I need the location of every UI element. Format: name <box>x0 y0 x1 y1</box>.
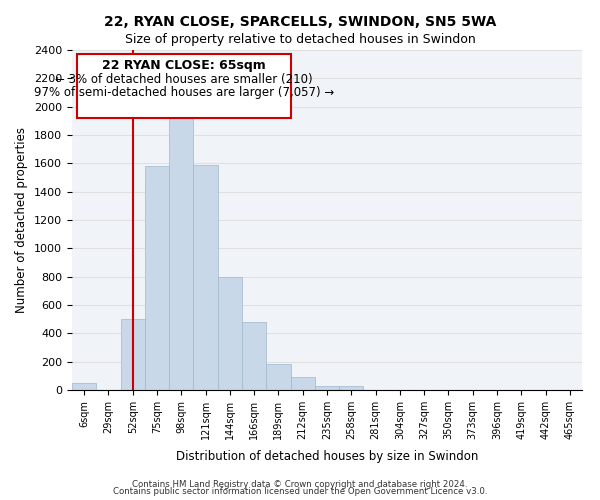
Bar <box>193 165 218 390</box>
Bar <box>339 386 364 390</box>
Bar <box>266 364 290 390</box>
Y-axis label: Number of detached properties: Number of detached properties <box>16 127 28 313</box>
Bar <box>218 276 242 390</box>
Bar <box>315 386 339 390</box>
Text: 22, RYAN CLOSE, SPARCELLS, SWINDON, SN5 5WA: 22, RYAN CLOSE, SPARCELLS, SWINDON, SN5 … <box>104 15 496 29</box>
Text: Contains HM Land Registry data © Crown copyright and database right 2024.: Contains HM Land Registry data © Crown c… <box>132 480 468 489</box>
Bar <box>145 166 169 390</box>
Text: 97% of semi-detached houses are larger (7,057) →: 97% of semi-detached houses are larger (… <box>34 86 334 99</box>
Bar <box>242 322 266 390</box>
FancyBboxPatch shape <box>77 54 290 118</box>
Bar <box>290 378 315 390</box>
Bar <box>169 114 193 390</box>
Text: ← 3% of detached houses are smaller (210): ← 3% of detached houses are smaller (210… <box>55 72 313 86</box>
X-axis label: Distribution of detached houses by size in Swindon: Distribution of detached houses by size … <box>176 450 478 463</box>
Text: Contains public sector information licensed under the Open Government Licence v3: Contains public sector information licen… <box>113 488 487 496</box>
Bar <box>121 319 145 390</box>
Bar <box>72 383 96 390</box>
Text: Size of property relative to detached houses in Swindon: Size of property relative to detached ho… <box>125 32 475 46</box>
Text: 22 RYAN CLOSE: 65sqm: 22 RYAN CLOSE: 65sqm <box>102 59 266 72</box>
